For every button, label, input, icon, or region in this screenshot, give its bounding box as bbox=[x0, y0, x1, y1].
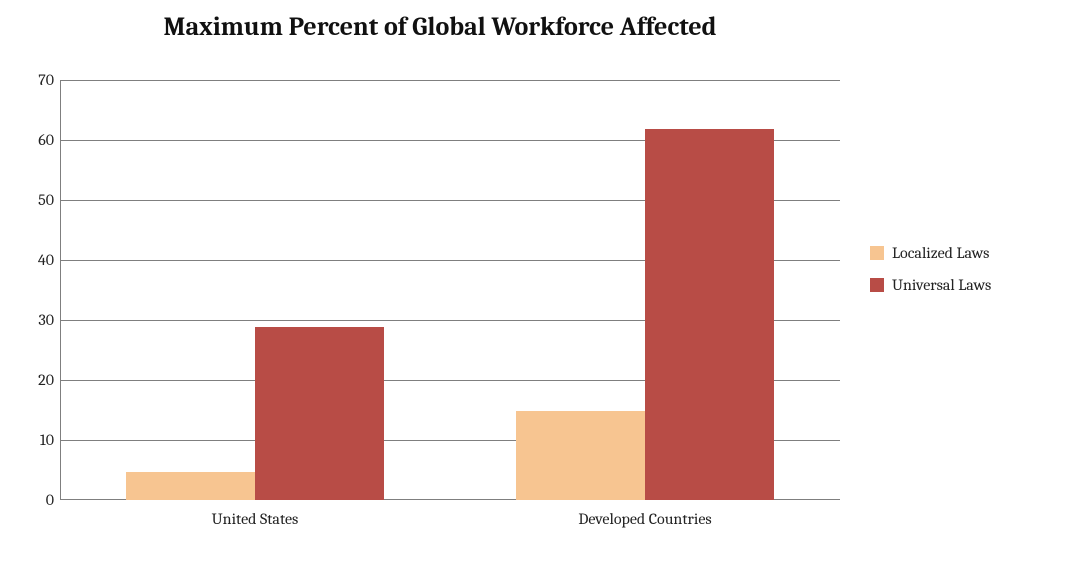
y-tick-label: 70 bbox=[20, 71, 54, 89]
legend-swatch bbox=[870, 246, 884, 260]
legend-swatch bbox=[870, 278, 884, 292]
legend-label: Localized Laws bbox=[892, 244, 989, 262]
bar-localized bbox=[516, 411, 645, 500]
x-axis-label: United States bbox=[60, 510, 450, 528]
bar-universal bbox=[255, 327, 384, 500]
legend-item: Universal Laws bbox=[870, 276, 991, 294]
y-tick-label: 10 bbox=[20, 431, 54, 449]
y-tick-label: 50 bbox=[20, 191, 54, 209]
plot-area: 010203040506070United StatesDeveloped Co… bbox=[60, 80, 840, 500]
x-axis-label: Developed Countries bbox=[450, 510, 840, 528]
y-tick-label: 40 bbox=[20, 251, 54, 269]
chart-title: Maximum Percent of Global Workforce Affe… bbox=[0, 12, 880, 42]
legend-item: Localized Laws bbox=[870, 244, 991, 262]
grid-line bbox=[60, 80, 840, 81]
legend-label: Universal Laws bbox=[892, 276, 991, 294]
y-axis-line bbox=[60, 80, 61, 500]
legend: Localized Laws Universal Laws bbox=[870, 230, 991, 308]
chart-container: Maximum Percent of Global Workforce Affe… bbox=[0, 0, 1069, 561]
y-tick-label: 60 bbox=[20, 131, 54, 149]
y-tick-label: 20 bbox=[20, 371, 54, 389]
y-tick-label: 30 bbox=[20, 311, 54, 329]
bar-universal bbox=[645, 129, 774, 500]
bar-localized bbox=[126, 472, 255, 500]
y-tick-label: 0 bbox=[20, 491, 54, 509]
